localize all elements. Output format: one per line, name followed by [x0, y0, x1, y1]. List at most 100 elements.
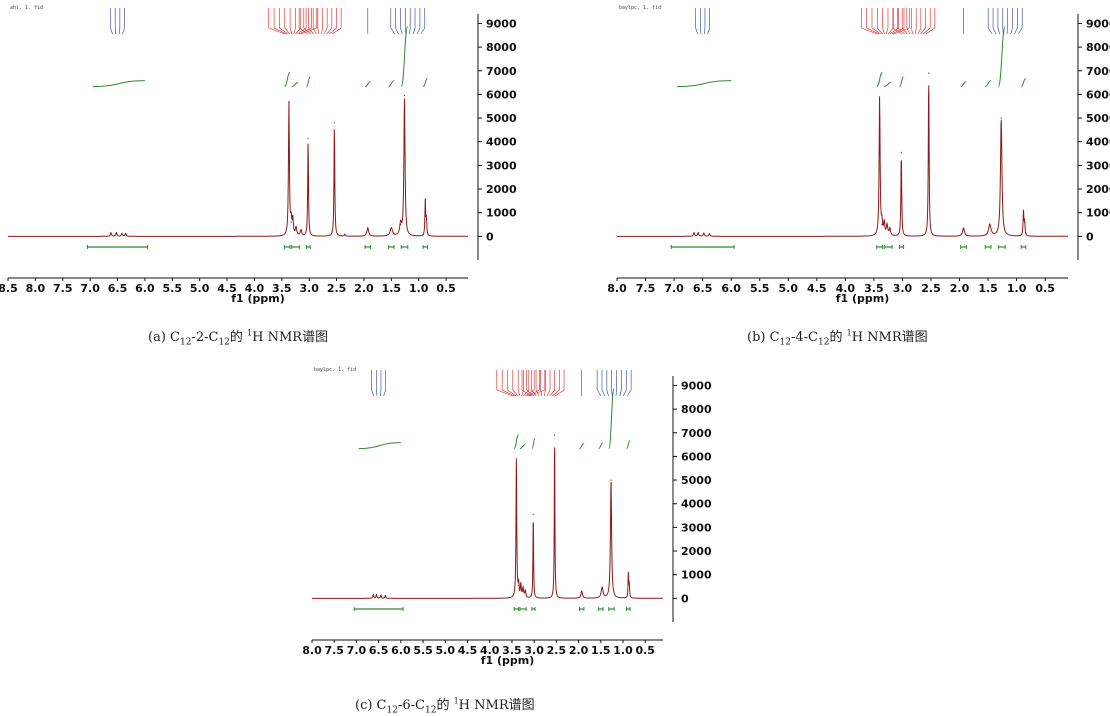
x-tick-label: 1.5 [591, 644, 611, 657]
peak-label-leader [420, 27, 426, 35]
x-tick-label: 4.5 [807, 282, 827, 295]
peak-point [627, 572, 629, 575]
x-axis-label: f1 (ppm) [481, 654, 535, 667]
peak-point [307, 137, 309, 139]
peak-label-leader [544, 389, 546, 397]
x-axis-label: f1 (ppm) [231, 292, 285, 305]
x-tick-label: 2.5 [547, 644, 567, 657]
integral-curve [358, 442, 401, 450]
peak-label-leader [704, 27, 706, 35]
peak-point [295, 227, 297, 229]
peak-point [344, 233, 346, 236]
x-tick-label: 3.5 [864, 282, 884, 295]
peak-label-leader [525, 389, 535, 397]
peak-label-leader [531, 389, 537, 397]
caption-c: (c) C12-6-C12的 1H NMR谱图 [355, 696, 535, 716]
peak-label-leader [695, 27, 698, 35]
peak-label-leader [535, 389, 540, 397]
peak-point [424, 200, 426, 202]
peak-label-leader [526, 389, 534, 397]
x-tick-label: 1.0 [1007, 282, 1027, 295]
peak-label-leader [383, 389, 386, 397]
peak-point [520, 584, 522, 586]
peak-label-leader [295, 27, 301, 35]
caption-a: (a) C12-2-C12的 1H NMR谱图 [148, 328, 329, 348]
peak-label-leader [376, 389, 378, 397]
peak-point [288, 102, 290, 104]
peak-label-leader [521, 389, 532, 397]
peak-point [518, 584, 520, 586]
peak-label-leader [889, 27, 899, 35]
peak-label-leader [268, 27, 285, 35]
peak-point [881, 223, 883, 226]
peak-point [384, 595, 386, 597]
nmr-panel-a: ahl. 1. fid 0 1000 2000 3000 4000 5000 6000 7000… [0, 0, 555, 348]
peak-point [703, 232, 705, 234]
peak-label-leader [517, 389, 521, 397]
spectrum-line [312, 447, 663, 599]
x-tick-label: 6.5 [693, 282, 713, 295]
y-tick-label: 0 [486, 230, 494, 243]
integral-curve [400, 26, 409, 88]
x-tick-label: 2.0 [354, 282, 374, 295]
peak-point [883, 222, 885, 224]
y-tick-label: 3000 [681, 521, 712, 534]
peak-label-leader [273, 27, 287, 35]
peak-point [708, 233, 711, 235]
peak-label-leader [293, 27, 296, 35]
peak-point [532, 513, 534, 515]
x-tick-label: 1.0 [409, 282, 429, 295]
peak-point [1022, 210, 1025, 213]
peak-label-leader [892, 27, 903, 35]
peak-point [522, 588, 524, 590]
peak-label-leader [606, 389, 609, 397]
x-tick-label: 6.5 [108, 282, 128, 295]
peak-label-leader [413, 27, 416, 35]
y-tick-label: 6000 [681, 450, 712, 463]
peak-label-leader [308, 27, 314, 35]
x-tick-label: 6.5 [369, 644, 389, 657]
y-tick-label: 4000 [681, 498, 712, 511]
x-tick-label: 5.5 [413, 644, 433, 657]
x-tick-label: 8.5 [0, 282, 18, 295]
peak-label-leader [1006, 27, 1008, 35]
x-tick-label: 7.0 [347, 644, 367, 657]
y-tick-label: 8000 [486, 41, 517, 54]
x-tick-label: 8.0 [302, 644, 322, 657]
y-tick-label: 1000 [681, 569, 712, 582]
integral-curve [519, 444, 526, 450]
x-tick-label: 4.5 [458, 644, 478, 657]
caption-b: (b) C12-4-C12的 1H NMR谱图 [747, 328, 928, 348]
peak-label-leader [623, 389, 627, 397]
peak-label-leader [416, 27, 421, 35]
peak-point [380, 594, 382, 596]
y-tick-label: 7000 [486, 65, 517, 78]
peak-label-leader [326, 27, 333, 35]
peak-point [121, 232, 123, 235]
x-tick-label: 1.5 [382, 282, 402, 295]
x-tick-label: 6.0 [135, 282, 155, 295]
peak-label-leader [298, 27, 309, 35]
x-tick-label: 0.5 [1035, 282, 1055, 295]
x-tick-label: 5.0 [190, 282, 210, 295]
peak-point [610, 479, 612, 481]
x-tick-label: 3.5 [272, 282, 292, 295]
integral-curve [899, 76, 904, 88]
x-tick-label: 2.5 [327, 282, 347, 295]
integral-curve [997, 26, 1006, 88]
peak-label-leader [400, 27, 403, 35]
peak-point [524, 590, 526, 592]
y-tick-label: 2000 [486, 183, 517, 196]
peak-label-leader [390, 27, 396, 35]
peak-label-leader [323, 27, 328, 35]
peak-label-leader [552, 389, 560, 397]
x-tick-label: 7.5 [53, 282, 73, 295]
nmr-panel-b: baylpc. 1. fid 0 1000 2000 3000 4000 5000 6000 7… [555, 0, 1110, 348]
peak-label-leader [312, 27, 317, 35]
peak-label-leader [300, 27, 317, 35]
peak-label-leader [925, 27, 936, 35]
y-tick-label: 7000 [681, 427, 712, 440]
peak-point [367, 227, 369, 229]
integral-curve [884, 82, 892, 88]
peak-label-leader [917, 27, 922, 35]
